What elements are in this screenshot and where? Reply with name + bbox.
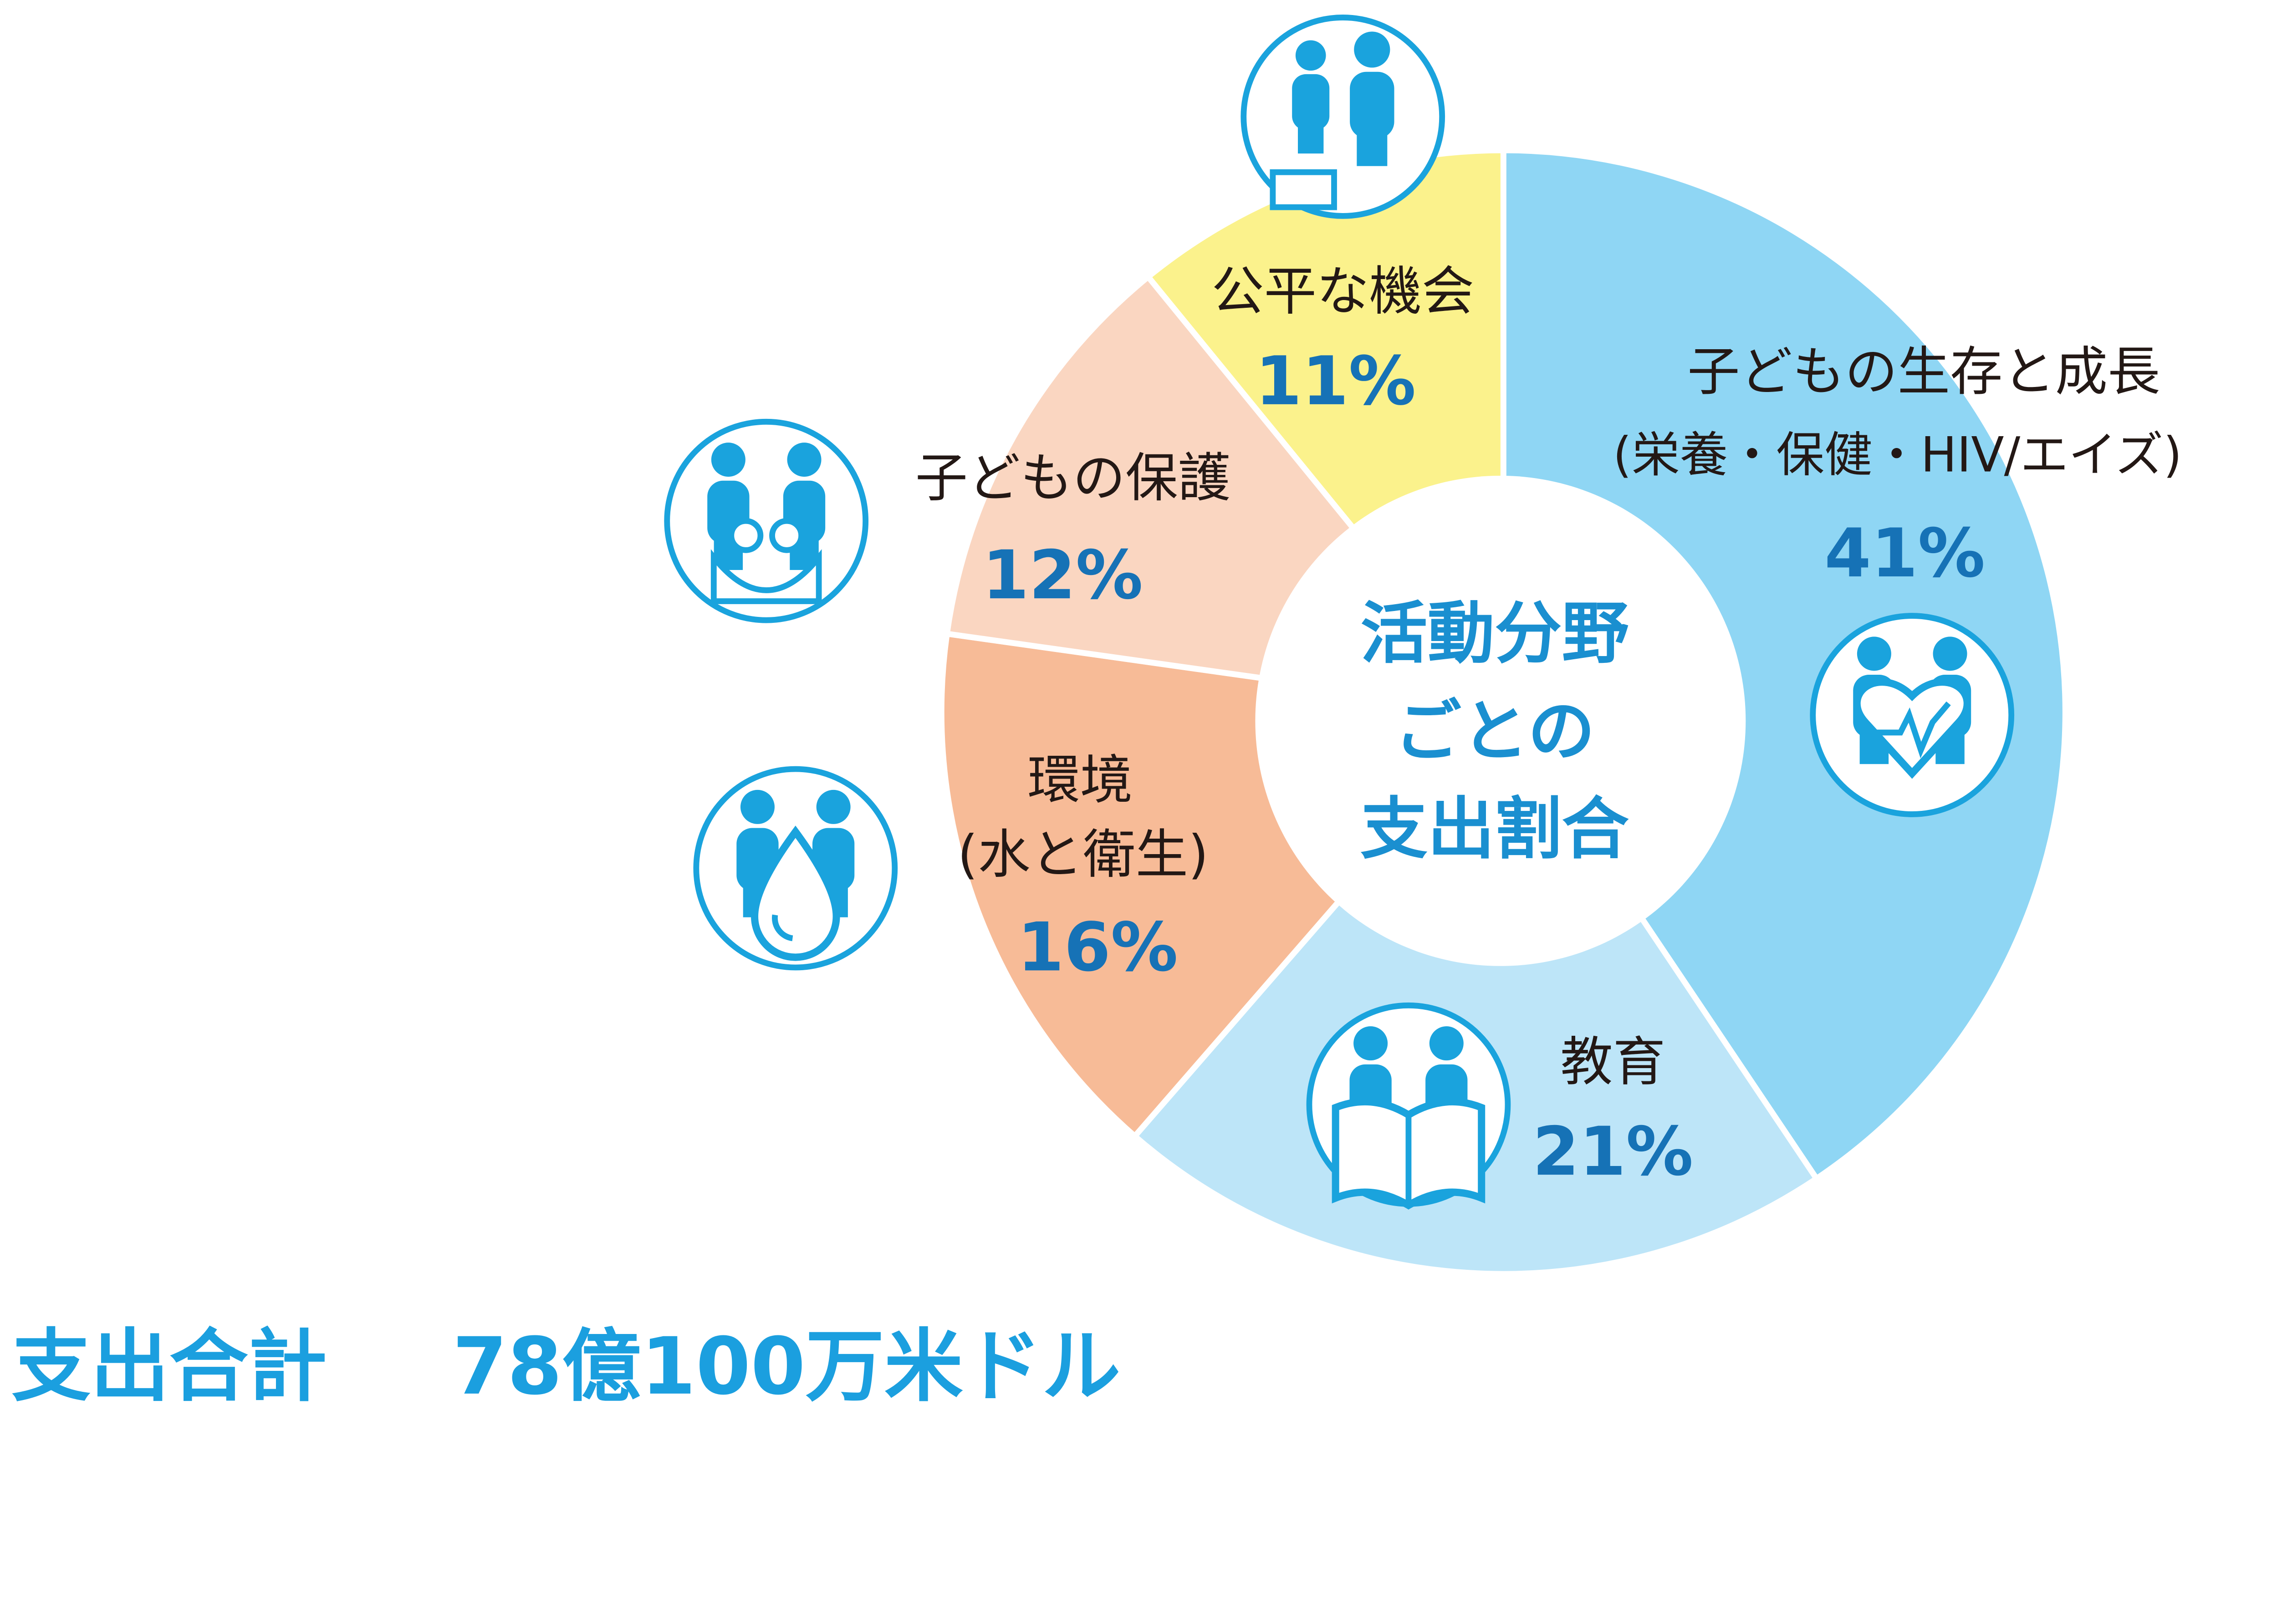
label-protection: 子どもの保護 — [915, 448, 1230, 509]
value-equal-opportunity: 11% — [1255, 342, 1416, 420]
icons — [664, 15, 2015, 1210]
book-reading-icon — [1306, 1002, 1511, 1210]
slice-1 — [1130, 707, 1821, 1277]
label-equal-opportunity: 公平な機会 — [1211, 261, 1474, 322]
center-label-line2: ごとの — [1394, 692, 1595, 770]
water-drop-icon — [693, 766, 898, 971]
donut-chart: 活動分野 ごとの 支出割合 子どもの生存と成長 (栄養・保健・HIV/エイズ) … — [12, 15, 2182, 1412]
family-embrace-icon — [664, 418, 869, 623]
value-environment: 16% — [1017, 908, 1178, 986]
total-label: 支出合計 — [12, 1320, 327, 1412]
value-education: 21% — [1532, 1112, 1693, 1191]
donut-hole — [1255, 475, 1746, 966]
center-label-line1: 活動分野 — [1360, 594, 1629, 672]
total-value: 78億100万米ドル — [453, 1320, 1121, 1412]
center-label-line3: 支出割合 — [1360, 790, 1629, 868]
label-environment-line2: (水と衛生) — [957, 825, 1209, 886]
label-education: 教育 — [1560, 1032, 1665, 1093]
heart-family-icon — [1810, 613, 2015, 817]
label-survival-line1: 子どもの生存と成長 — [1687, 341, 2160, 402]
label-survival-line2: (栄養・保健・HIV/エイズ) — [1613, 427, 2182, 483]
value-survival: 41% — [1824, 514, 1985, 592]
label-environment-line1: 環境 — [1027, 750, 1133, 811]
slice-0 — [1500, 147, 2068, 1183]
value-protection: 12% — [982, 536, 1143, 614]
equity-step-icon — [1241, 15, 1445, 219]
